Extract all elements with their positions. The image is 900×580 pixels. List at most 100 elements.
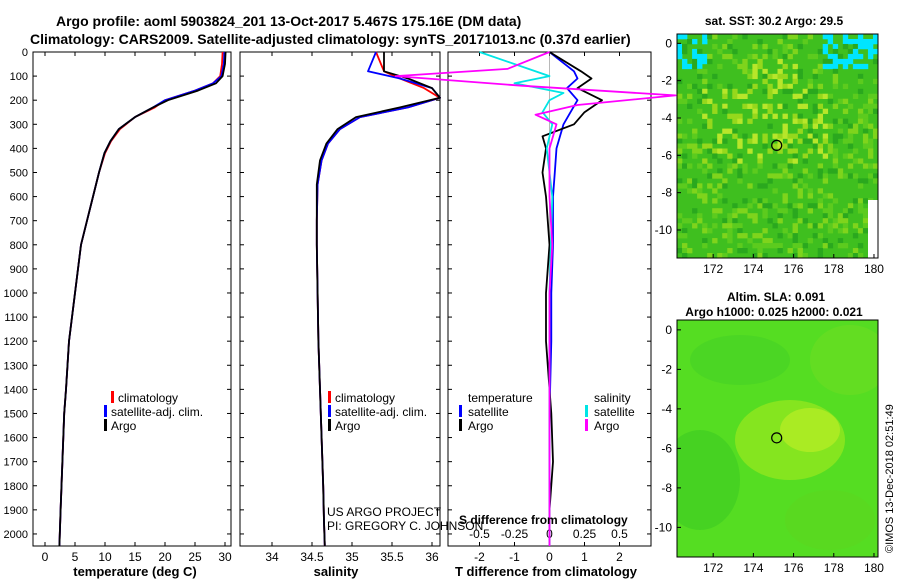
sst-cell xyxy=(677,163,683,169)
sst-cell xyxy=(707,83,713,90)
sst-cell xyxy=(762,208,768,214)
sst-map: 172 174 176 178 180 0 -2 -4 -6 -8 -10 xyxy=(655,33,884,276)
sst-cell xyxy=(857,118,864,124)
sst-cell xyxy=(727,38,733,45)
sst-cell xyxy=(792,113,798,119)
sst-cell xyxy=(682,98,688,104)
sst-cell xyxy=(787,83,793,90)
sst-cell xyxy=(677,178,683,184)
sst-cell xyxy=(747,213,753,219)
diff-legend-sal-argo-label: Argo xyxy=(594,419,620,433)
sst-cell xyxy=(802,253,808,258)
header-line-1: Argo profile: aoml 5903824_201 13-Oct-20… xyxy=(56,13,521,29)
sst-cell xyxy=(782,133,788,139)
sla-anomaly-patch xyxy=(810,325,878,395)
sst-cell xyxy=(717,158,723,164)
sst-cell xyxy=(812,133,818,139)
sst-cell xyxy=(677,118,683,124)
sla-map: 172 174 176 178 180 0 -2 -4 -6 -8 -10 xyxy=(655,319,884,575)
sst-cell xyxy=(862,118,869,124)
sal-legend-label-satellite: satellite-adj. clim. xyxy=(335,405,427,419)
sst-cell xyxy=(747,73,753,80)
sst-cell xyxy=(732,34,738,40)
sst-cell xyxy=(762,88,768,95)
sst-cell xyxy=(737,223,743,229)
credit-pi: PI: GREGORY C. JOHNSON xyxy=(327,519,483,533)
sst-cell xyxy=(767,83,773,90)
sst-cell xyxy=(837,53,844,60)
sst-cell xyxy=(697,188,703,194)
series-line-temperature-satellite xyxy=(548,51,579,546)
sst-cell xyxy=(857,198,864,204)
sst-cell xyxy=(737,113,743,119)
sst-cell xyxy=(867,48,874,55)
sla-map-frame xyxy=(676,319,879,558)
sst-cell xyxy=(752,213,758,219)
sst-cell xyxy=(827,63,834,70)
sst-cell xyxy=(742,233,748,239)
sst-cell xyxy=(687,93,693,100)
sst-cell xyxy=(872,103,878,109)
sst-cell xyxy=(682,34,688,40)
sst-cell xyxy=(712,238,718,244)
sst-cell xyxy=(772,143,778,149)
sst-cell xyxy=(832,198,839,204)
sst-cell xyxy=(787,233,793,239)
s-diff-tick-label: 0.5 xyxy=(611,527,628,541)
sst-cell xyxy=(712,138,718,144)
sst-cell xyxy=(762,203,768,209)
sst-cell xyxy=(832,218,839,224)
sst-cell xyxy=(762,68,768,75)
sst-cell xyxy=(817,168,824,174)
sst-cell xyxy=(872,58,878,65)
sst-cell xyxy=(727,53,733,60)
sst-cell xyxy=(797,188,803,194)
sst-cell xyxy=(722,183,728,189)
sst-cell xyxy=(777,233,783,239)
sst-cell xyxy=(707,58,713,65)
sst-cell xyxy=(752,218,758,224)
sst-cell xyxy=(757,63,763,70)
sst-cell xyxy=(792,203,798,209)
sst-cell xyxy=(752,138,758,144)
sst-cell xyxy=(677,133,683,139)
sst-cell xyxy=(802,218,808,224)
sst-cell xyxy=(862,138,869,144)
map-lon-tick-label: 174 xyxy=(743,262,763,276)
sst-cell xyxy=(862,228,869,234)
sst-cell xyxy=(782,208,788,214)
sst-cell xyxy=(717,208,723,214)
sst-cell xyxy=(807,223,813,229)
sst-cell xyxy=(722,218,728,224)
sst-cell xyxy=(807,173,813,179)
x-tick-label: 34 xyxy=(265,550,279,564)
sst-cell xyxy=(782,34,788,40)
series-line-argo xyxy=(315,52,441,547)
sst-cell xyxy=(857,203,864,209)
sst-cell xyxy=(692,58,698,65)
legend-label-satellite: satellite-adj. clim. xyxy=(111,405,203,419)
sst-cell xyxy=(777,248,783,254)
sst-cell xyxy=(677,158,683,164)
sst-cell xyxy=(842,173,849,179)
sst-cell xyxy=(702,228,708,234)
diff-legend-temp-argo-label: Argo xyxy=(468,419,494,433)
sst-cell xyxy=(842,138,849,144)
temperature-panel-frame xyxy=(32,51,232,547)
sla-anomaly-patch xyxy=(780,408,840,452)
sst-cell xyxy=(752,198,758,204)
sst-cell xyxy=(857,88,864,95)
sst-cell xyxy=(707,34,713,40)
depth-tick-label: 1700 xyxy=(4,457,28,469)
sst-cell xyxy=(732,208,738,214)
sst-cell xyxy=(747,53,753,60)
sst-cell xyxy=(862,63,869,70)
sst-cell xyxy=(857,158,864,164)
x-tick-label: 30 xyxy=(218,550,232,564)
depth-tick-label: 1100 xyxy=(4,312,28,324)
sst-cell xyxy=(787,163,793,169)
sst-cell xyxy=(802,38,808,45)
sst-cell xyxy=(797,118,803,124)
sst-cell xyxy=(682,153,688,159)
